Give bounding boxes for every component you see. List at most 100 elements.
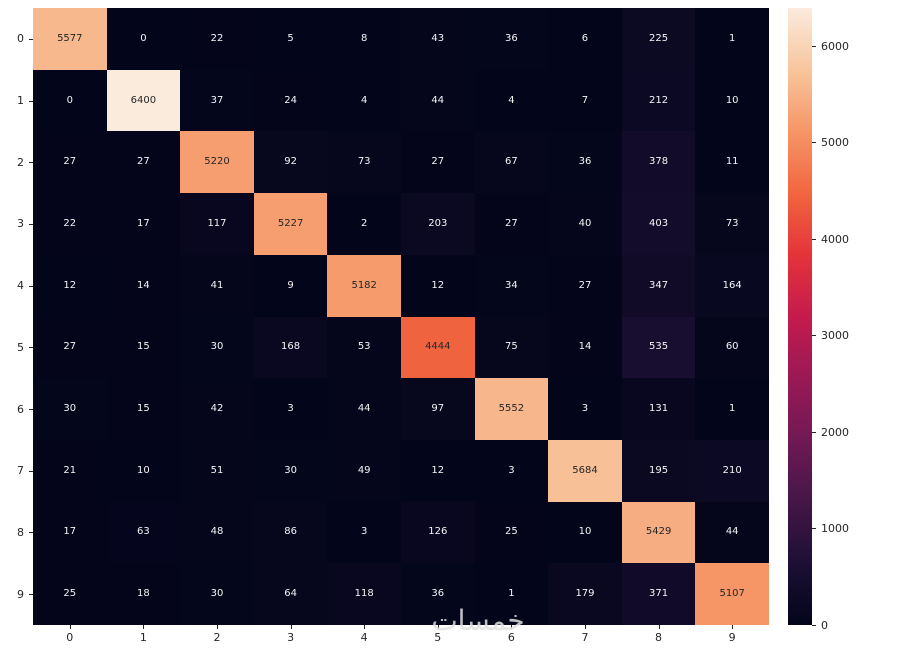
heatmap-cell-r6c6: 5552 — [474, 378, 549, 440]
heatmap-cell-r2c9: 11 — [695, 131, 769, 194]
cell-value-label: 5107 — [719, 588, 745, 600]
heatmap-cell-r8c1: 63 — [106, 501, 181, 564]
cell-value-label: 44 — [431, 94, 445, 106]
cell-value-label: 18 — [137, 588, 150, 600]
x-tick-mark — [658, 625, 660, 629]
heatmap-cell-r5c3: 168 — [253, 316, 328, 379]
heatmap-cell-r2c3: 92 — [253, 131, 328, 194]
heatmap-cell-r9c5: 36 — [400, 563, 475, 625]
y-tick-mark — [29, 223, 33, 225]
cell-value-label: 10 — [725, 94, 739, 106]
heatmap-cell-r5c7: 14 — [548, 316, 622, 379]
cell-value-label: 5182 — [351, 279, 377, 291]
cell-value-label: 5684 — [572, 464, 598, 476]
heatmap-cell-r3c7: 40 — [548, 193, 622, 255]
y-tick-label: 5 — [17, 340, 24, 354]
heatmap-cell-r6c3: 3 — [253, 378, 328, 440]
colorbar-tick-mark — [812, 528, 816, 530]
cell-value-label: 3 — [287, 403, 294, 415]
cell-value-label: 44 — [357, 403, 371, 415]
heatmap-cell-r7c6: 3 — [474, 439, 549, 502]
heatmap-cell-r8c3: 86 — [253, 501, 328, 564]
cell-value-label: 86 — [284, 526, 297, 538]
cell-value-label: 225 — [649, 32, 669, 44]
cell-value-label: 63 — [137, 526, 150, 538]
heatmap-cell-r4c8: 347 — [621, 254, 696, 317]
cell-value-label: 30 — [284, 464, 297, 476]
y-axis-tick-labels: 0 1 2 3 4 5 6 7 8 9 — [4, 8, 28, 625]
cell-value-label: 36 — [505, 32, 518, 44]
cell-value-label: 36 — [431, 588, 445, 600]
heatmap-cell-r7c8: 195 — [621, 439, 696, 502]
colorbar-tick-mark — [812, 238, 816, 240]
heatmap-cell-r2c2: 5220 — [180, 131, 254, 194]
heatmap-cell-r2c6: 67 — [474, 131, 549, 194]
cell-value-label: 34 — [505, 279, 518, 291]
y-tick-label: 8 — [17, 525, 24, 539]
colorbar-tick-label: 3000 — [821, 329, 849, 343]
x-tick-label: 7 — [581, 631, 589, 644]
heatmap-cell-r7c0: 21 — [33, 439, 107, 502]
heatmap-cell-r4c1: 14 — [106, 254, 181, 317]
cell-value-label: 3 — [508, 464, 515, 476]
cell-value-label: 117 — [207, 217, 227, 229]
y-tick-label: 4 — [17, 279, 24, 293]
x-tick-mark — [364, 625, 366, 629]
colorbar-tick-mark — [812, 142, 816, 144]
cell-value-label: 14 — [578, 341, 592, 353]
cell-value-label: 347 — [649, 279, 669, 291]
cell-value-label: 403 — [649, 217, 669, 229]
heatmap-cell-r9c8: 371 — [621, 563, 696, 625]
heatmap-cell-r5c8: 535 — [621, 316, 696, 379]
heatmap-cell-r3c0: 22 — [33, 193, 107, 255]
y-tick-mark — [29, 285, 33, 287]
cell-value-label: 131 — [649, 403, 669, 415]
heatmap-cell-r8c7: 10 — [548, 501, 622, 564]
cell-value-label: 27 — [63, 341, 77, 353]
x-tick-label: 0 — [66, 631, 74, 644]
heatmap-cell-r4c9: 164 — [695, 254, 769, 317]
heatmap-cell-r3c3: 5227 — [253, 193, 328, 255]
cell-value-label: 44 — [725, 526, 739, 538]
x-axis-tick-marks — [33, 625, 769, 629]
heatmap-cell-r0c0: 5577 — [33, 8, 107, 70]
y-tick-mark — [29, 409, 33, 411]
heatmap-cell-r4c7: 27 — [548, 254, 622, 317]
cell-value-label: 168 — [281, 341, 301, 353]
heatmap-cell-r7c5: 12 — [400, 439, 475, 502]
heatmap-cell-r4c0: 12 — [33, 254, 107, 317]
heatmap-cell-r9c6: 1 — [474, 563, 549, 625]
x-tick-label: 3 — [287, 631, 295, 644]
heatmap-cell-r5c6: 75 — [474, 316, 549, 379]
heatmap-cell-r7c9: 210 — [695, 439, 769, 502]
colorbar-tick-label: 5000 — [821, 136, 849, 150]
heatmap-cell-r0c2: 22 — [180, 8, 254, 70]
heatmap-cell-r3c2: 117 — [180, 193, 254, 255]
heatmap-cell-r2c8: 378 — [621, 131, 696, 194]
heatmap-cell-r2c5: 27 — [400, 131, 475, 194]
x-tick-mark — [511, 625, 513, 629]
cell-value-label: 5220 — [204, 156, 230, 168]
cell-value-label: 12 — [63, 279, 77, 291]
heatmap-cell-r0c4: 8 — [327, 8, 401, 70]
heatmap-cell-r6c7: 3 — [548, 378, 622, 440]
heatmap-cell-r9c4: 118 — [327, 563, 401, 625]
heatmap-cell-r1c0: 0 — [33, 69, 107, 132]
heatmap-cell-r3c4: 2 — [327, 193, 401, 255]
cell-value-label: 0 — [140, 32, 147, 44]
x-tick-label: 4 — [360, 631, 368, 644]
cell-value-label: 179 — [575, 588, 595, 600]
cell-value-label: 27 — [63, 156, 77, 168]
heatmap-cell-r4c5: 12 — [400, 254, 475, 317]
heatmap-cell-r6c4: 44 — [327, 378, 401, 440]
cell-value-label: 5 — [287, 32, 294, 44]
cell-value-label: 15 — [137, 403, 150, 415]
cell-value-label: 0 — [66, 94, 73, 106]
cell-value-label: 14 — [137, 279, 150, 291]
x-tick-mark — [290, 625, 292, 629]
x-tick-label: 1 — [139, 631, 147, 644]
heatmap-cell-r1c6: 4 — [474, 69, 549, 132]
cell-value-label: 5577 — [57, 32, 83, 44]
heatmap-cell-r1c1: 6400 — [106, 69, 181, 132]
